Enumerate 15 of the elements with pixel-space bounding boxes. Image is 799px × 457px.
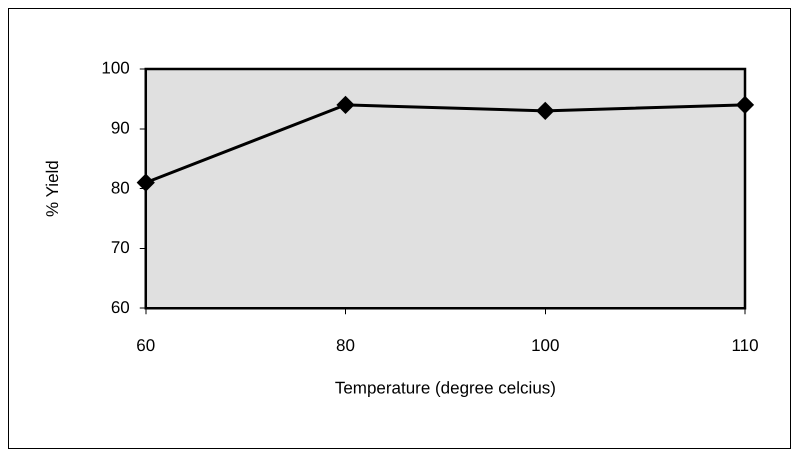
y-axis-title: % Yield bbox=[42, 160, 62, 217]
point bbox=[736, 96, 754, 114]
x-tick-label: 110 bbox=[731, 336, 759, 356]
point bbox=[536, 102, 554, 120]
x-axis-title: Temperature (degree celcius) bbox=[334, 378, 556, 398]
x-tick-label: 80 bbox=[336, 336, 355, 356]
y-tick-label: 100 bbox=[101, 58, 130, 78]
point bbox=[337, 96, 354, 114]
point bbox=[137, 174, 154, 192]
y-tick-label: 60 bbox=[110, 298, 130, 317]
y-tick-label: 70 bbox=[110, 238, 130, 258]
x-tick-label: 60 bbox=[136, 336, 156, 356]
y-tick-label: 80 bbox=[110, 178, 130, 198]
x-tick-label: 100 bbox=[531, 336, 560, 356]
y-tick-label: 90 bbox=[110, 118, 130, 138]
